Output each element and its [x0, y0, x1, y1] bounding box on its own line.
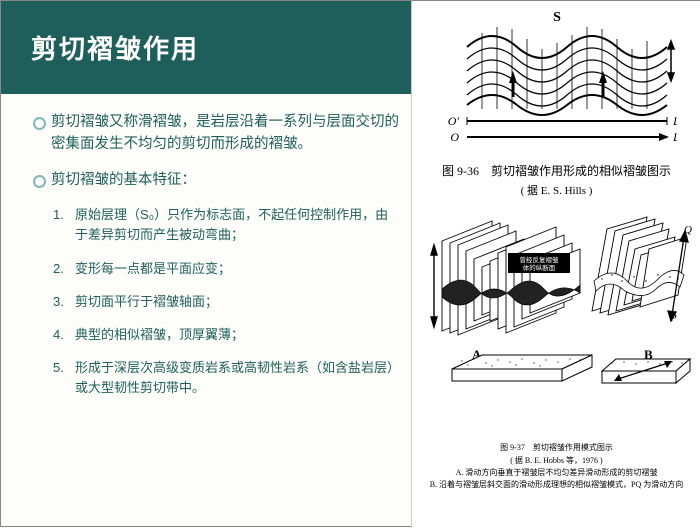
- inset-label-2: 体的纵断面: [522, 263, 555, 272]
- list-item: 典型的相似褶皱，顶厚翼薄；: [75, 325, 401, 345]
- shear-model-svg: 曾经反复褶皱 体的纵断面 A: [422, 211, 692, 441]
- list-item: 原始层理（S₀）只作为标志面，不起任何控制作用，由于差异剪切而产生被动弯曲；: [75, 205, 401, 245]
- block-b: Q P B: [592, 217, 692, 383]
- fold-diagram-svg: S: [437, 9, 677, 159]
- title-block: 剪切褶皱作用: [1, 1, 411, 94]
- bullet-1: 剪切褶皱又称滑褶皱，是岩层沿着一系列与层面交切的密集面发生不均匀的剪切而形成的褶…: [33, 112, 401, 156]
- fig937-caption: 图 9-37 剪切褶皱作用模式图示: [418, 443, 695, 453]
- block-a: 曾经反复褶皱 体的纵断面 A: [431, 221, 592, 381]
- slide-title: 剪切褶皱作用: [31, 29, 387, 66]
- o-prime-label: O′: [447, 114, 459, 128]
- list-item: 形成于深层次高级变质岩系或高韧性岩系（如含盐岩层）或大型韧性剪切带中。: [75, 358, 401, 398]
- figure-9-36: S: [418, 9, 695, 199]
- s-label: S: [553, 10, 561, 25]
- list-item: 变形每一点都是平面应变；: [75, 259, 401, 279]
- right-column: S: [411, 1, 700, 528]
- list-item: 剪切面平行于褶皱轴面；: [75, 292, 401, 312]
- numbered-list: 原始层理（S₀）只作为标志面，不起任何控制作用，由于差异剪切而产生被动弯曲； 变…: [33, 205, 401, 398]
- figure-9-37: 曾经反复褶皱 体的纵断面 A: [418, 211, 695, 491]
- fig936-source: ( 据 E. S. Hills ): [418, 184, 695, 199]
- bullet-2: 剪切褶皱的基本特征：: [33, 170, 401, 192]
- fig937-source: ( 据 B. E. Hobbs 等，1976 ): [418, 456, 695, 466]
- slide: 剪切褶皱作用 剪切褶皱又称滑褶皱，是岩层沿着一系列与层面交切的密集面发生不均匀的…: [1, 1, 700, 528]
- o-label: O: [450, 130, 459, 144]
- inset-label-1: 曾经反复褶皱: [519, 255, 559, 264]
- l-label: L: [672, 130, 677, 144]
- fig937-line-a: A. 滑动方向垂直于褶皱层不均匀差异滑动形成的剪切褶皱: [418, 468, 695, 478]
- l-prime-label: L′: [672, 114, 677, 128]
- fig937-line-b: B. 沿着与褶皱层斜交面的滑动形成理想的相似褶皱模式，PQ 为滑动方向: [418, 480, 695, 490]
- fig936-caption: 图 9-36 剪切褶皱作用形成的相似褶皱图示: [418, 163, 695, 180]
- left-column: 剪切褶皱作用 剪切褶皱又称滑褶皱，是岩层沿着一系列与层面交切的密集面发生不均匀的…: [1, 1, 411, 528]
- content-area: 剪切褶皱又称滑褶皱，是岩层沿着一系列与层面交切的密集面发生不均匀的剪切而形成的褶…: [1, 112, 411, 398]
